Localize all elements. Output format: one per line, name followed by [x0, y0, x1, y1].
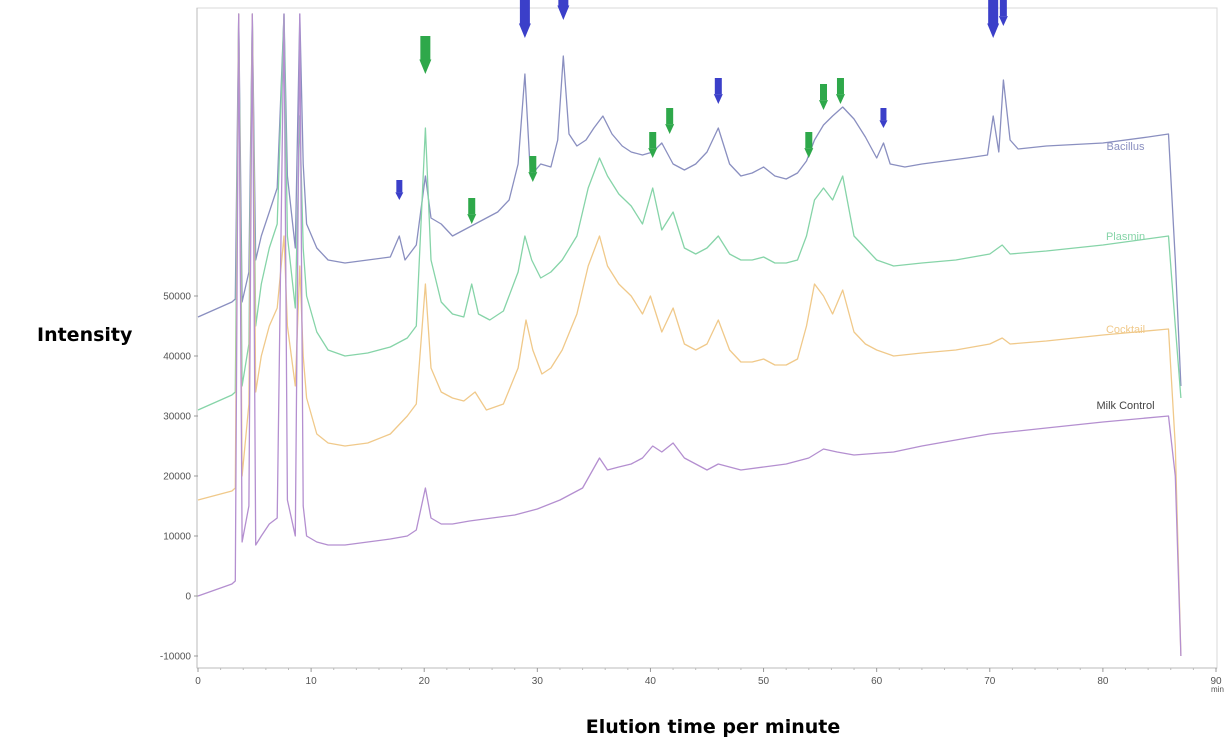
series-lines [197, 13, 1182, 657]
marker-head [648, 148, 658, 158]
peak-marker-bacillus [518, 0, 531, 38]
y-tick-label: 20000 [163, 472, 191, 483]
peak-marker-plasmin [804, 132, 814, 158]
y-axis-title: Intensity [37, 324, 133, 346]
marker-head [835, 94, 845, 104]
peak-marker-bacillus [557, 0, 570, 21]
marker-shaft [880, 108, 887, 121]
marker-shaft [519, 0, 530, 24]
marker-shaft [666, 108, 674, 125]
marker-shaft [558, 0, 569, 6]
x-axis-ticks: 0 10 20 30 40 50 60 70 80 90 [195, 668, 1222, 687]
marker-head [713, 94, 723, 104]
peak-marker-bacillus [879, 108, 888, 128]
x-tick-label: 70 [984, 676, 996, 687]
x-tick-label: 20 [419, 676, 431, 687]
peak-marker-plasmin [467, 198, 477, 224]
peak-marker-bacillus [987, 0, 1000, 38]
y-tick-label: -10000 [160, 652, 192, 663]
marker-shaft [805, 132, 813, 149]
x-tick-label: 50 [758, 676, 770, 687]
y-tick-label: 10000 [163, 532, 191, 543]
marker-head [557, 5, 570, 21]
x-axis-title: Elution time per minute [586, 716, 841, 738]
marker-shaft [649, 132, 657, 149]
marker-shaft [420, 36, 431, 60]
y-tick-label: 50000 [163, 292, 191, 303]
series-label-plasmin: Plasmin [1106, 231, 1145, 243]
series-label-bacillus: Bacillus [1107, 141, 1145, 153]
marker-head [819, 100, 829, 110]
peak-markers [395, 0, 1008, 224]
peak-marker-plasmin [419, 36, 432, 74]
peak-marker-plasmin [648, 132, 658, 158]
marker-head [998, 16, 1008, 26]
x-tick-label: 30 [532, 676, 544, 687]
marker-head [879, 120, 888, 128]
series-line-bacillus [197, 13, 1182, 387]
marker-shaft [999, 0, 1007, 17]
x-tick-label: 10 [306, 676, 318, 687]
series-line-cocktail [197, 13, 1182, 657]
peak-marker-bacillus [713, 78, 723, 104]
marker-shaft [714, 78, 722, 95]
marker-shaft [529, 156, 537, 173]
series-label-cocktail: Cocktail [1106, 324, 1145, 336]
series-labels: Bacillus Plasmin Cocktail Milk Control [1096, 141, 1154, 412]
series-label-milk-control: Milk Control [1096, 400, 1154, 412]
x-tick-label: 90 [1210, 676, 1222, 687]
series-line-milk-control [197, 13, 1182, 657]
marker-head [467, 214, 477, 224]
marker-shaft [820, 84, 828, 101]
y-axis-ticks: -10000 0 10000 20000 30000 40000 50000 [160, 292, 198, 663]
peak-marker-bacillus [395, 180, 404, 200]
x-tick-label: 0 [195, 676, 201, 687]
marker-head [665, 124, 675, 134]
marker-head [395, 192, 404, 200]
x-tick-label: 60 [871, 676, 883, 687]
y-tick-label: 30000 [163, 412, 191, 423]
marker-shaft [836, 78, 844, 95]
peak-marker-plasmin [819, 84, 829, 110]
marker-shaft [988, 0, 999, 24]
marker-shaft [396, 180, 403, 193]
x-tick-label: 80 [1097, 676, 1109, 687]
marker-head [804, 148, 814, 158]
marker-shaft [468, 198, 476, 215]
y-tick-label: 40000 [163, 352, 191, 363]
series-line-plasmin [197, 13, 1182, 411]
x-tick-label: 40 [645, 676, 657, 687]
plot-frame [196, 7, 1218, 669]
peak-marker-plasmin [835, 78, 845, 104]
peak-marker-plasmin [528, 156, 538, 182]
marker-head [419, 59, 432, 74]
y-tick-label: 0 [185, 592, 191, 603]
marker-head [518, 23, 531, 38]
peak-marker-plasmin [665, 108, 675, 134]
x-axis-unit: min [1211, 685, 1224, 694]
peak-marker-bacillus [998, 0, 1008, 26]
marker-head [528, 172, 538, 182]
marker-head [987, 23, 1000, 38]
